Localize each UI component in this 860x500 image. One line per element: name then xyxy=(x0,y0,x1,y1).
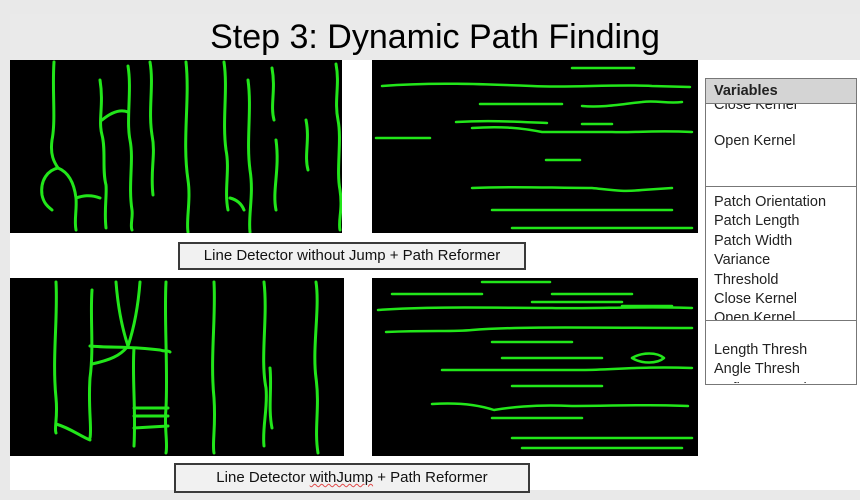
panel-vertical-with-jump xyxy=(10,278,344,456)
detected-line xyxy=(90,344,130,366)
detected-line xyxy=(430,402,690,412)
variable-close-kernel-2: Close Kernel xyxy=(714,291,798,308)
variable-patch-width: Patch Width xyxy=(714,232,793,249)
detected-line xyxy=(580,100,684,108)
caption-without-jump: Line Detector without Jump + Path Reform… xyxy=(178,242,526,270)
detected-line xyxy=(126,64,134,232)
detected-line xyxy=(313,280,320,455)
detected-line xyxy=(184,60,191,233)
panel-horizontal-no-jump xyxy=(372,60,698,233)
detected-line xyxy=(126,280,142,348)
detected-line xyxy=(376,306,694,312)
variable-length-thresh: Length Thresh xyxy=(714,342,808,358)
slide-title: Step 3: Dynamic Path Finding xyxy=(10,14,860,60)
detected-line xyxy=(56,166,78,232)
detected-line xyxy=(54,422,92,442)
detected-line xyxy=(334,62,342,232)
caption-without-jump-text: Line Detector without Jump + Path Reform… xyxy=(203,247,501,264)
detected-line xyxy=(440,366,694,372)
variable-angle-thresh: Angle Thresh xyxy=(714,361,800,378)
variables-group-morphology: Close Kernel Open Kernel xyxy=(706,104,856,187)
caption-with-jump-text-1: Line Detector xyxy=(216,469,310,486)
detected-line xyxy=(304,118,310,172)
detected-line xyxy=(246,78,253,233)
detected-line xyxy=(88,344,172,354)
detected-line xyxy=(131,346,137,448)
detected-line xyxy=(87,288,94,440)
detected-line xyxy=(50,60,60,170)
detected-line xyxy=(384,326,694,334)
detected-line xyxy=(40,166,60,212)
variable-close-kernel: Close Kernel xyxy=(714,104,798,113)
variable-open-kernel: Open Kernel xyxy=(714,133,796,150)
detected-line xyxy=(211,280,217,455)
detected-line xyxy=(270,66,276,122)
variables-table: Variables Close Kernel Open Kernel Patch… xyxy=(705,78,857,385)
variables-group-line-detector: Patch Orientation Patch Length Patch Wid… xyxy=(706,187,856,321)
detected-line xyxy=(470,185,674,193)
detected-line xyxy=(74,194,102,200)
detected-line xyxy=(132,424,170,430)
caption-with-jump: Line Detector withJump + Path Reformer xyxy=(174,463,530,493)
caption-with-jump-misspelled: withJump xyxy=(309,469,374,486)
variable-patch-orientation: Patch Orientation xyxy=(714,194,827,210)
panel-horizontal-with-jump xyxy=(372,278,698,456)
detected-line xyxy=(470,125,694,134)
variables-header: Variables xyxy=(706,79,856,104)
detected-line xyxy=(114,280,130,348)
variable-variance-threshold: Variance Threshold xyxy=(714,252,779,288)
detected-line xyxy=(262,280,268,448)
detected-line xyxy=(630,352,666,364)
variable-open-kernel-2: Open Kernel xyxy=(714,310,796,321)
detected-line xyxy=(100,109,130,122)
detected-line xyxy=(268,366,274,430)
detected-line xyxy=(222,60,230,212)
variable-refiner-kernel: Refiner Kernel xyxy=(714,380,856,383)
detected-line xyxy=(454,119,549,125)
variable-patch-length: Patch Length xyxy=(714,213,800,230)
detected-line xyxy=(273,138,279,212)
detected-line xyxy=(53,280,59,435)
detected-line xyxy=(228,196,246,212)
detected-line xyxy=(380,82,692,89)
detected-line xyxy=(163,280,169,455)
detected-line xyxy=(148,60,155,197)
caption-with-jump-text-2: + Path Reformer xyxy=(373,469,488,486)
panel-vertical-no-jump xyxy=(10,60,342,233)
detected-line xyxy=(98,78,108,230)
variables-group-path-reformer: Length Thresh Angle Thresh Refiner Kerne… xyxy=(706,321,856,383)
